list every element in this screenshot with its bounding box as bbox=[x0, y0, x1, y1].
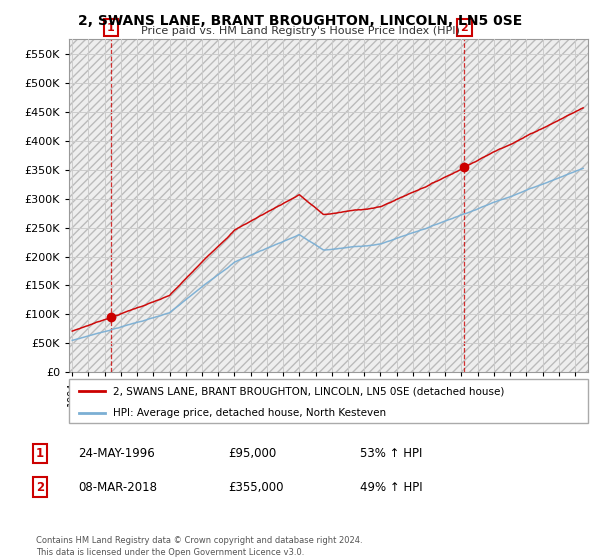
Text: 1: 1 bbox=[107, 22, 115, 32]
Text: £95,000: £95,000 bbox=[228, 447, 276, 460]
Text: Contains HM Land Registry data © Crown copyright and database right 2024.
This d: Contains HM Land Registry data © Crown c… bbox=[36, 536, 362, 557]
Text: 08-MAR-2018: 08-MAR-2018 bbox=[78, 480, 157, 494]
Text: 53% ↑ HPI: 53% ↑ HPI bbox=[360, 447, 422, 460]
Text: 24-MAY-1996: 24-MAY-1996 bbox=[78, 447, 155, 460]
Text: 2: 2 bbox=[461, 22, 468, 32]
Text: 2, SWANS LANE, BRANT BROUGHTON, LINCOLN, LN5 0SE: 2, SWANS LANE, BRANT BROUGHTON, LINCOLN,… bbox=[78, 14, 522, 28]
Text: HPI: Average price, detached house, North Kesteven: HPI: Average price, detached house, Nort… bbox=[113, 408, 386, 418]
Text: £355,000: £355,000 bbox=[228, 480, 284, 494]
Text: Price paid vs. HM Land Registry's House Price Index (HPI): Price paid vs. HM Land Registry's House … bbox=[140, 26, 460, 36]
Text: 49% ↑ HPI: 49% ↑ HPI bbox=[360, 480, 422, 494]
FancyBboxPatch shape bbox=[69, 379, 588, 423]
Text: 1: 1 bbox=[36, 447, 44, 460]
Text: 2: 2 bbox=[36, 480, 44, 494]
Text: 2, SWANS LANE, BRANT BROUGHTON, LINCOLN, LN5 0SE (detached house): 2, SWANS LANE, BRANT BROUGHTON, LINCOLN,… bbox=[113, 386, 505, 396]
